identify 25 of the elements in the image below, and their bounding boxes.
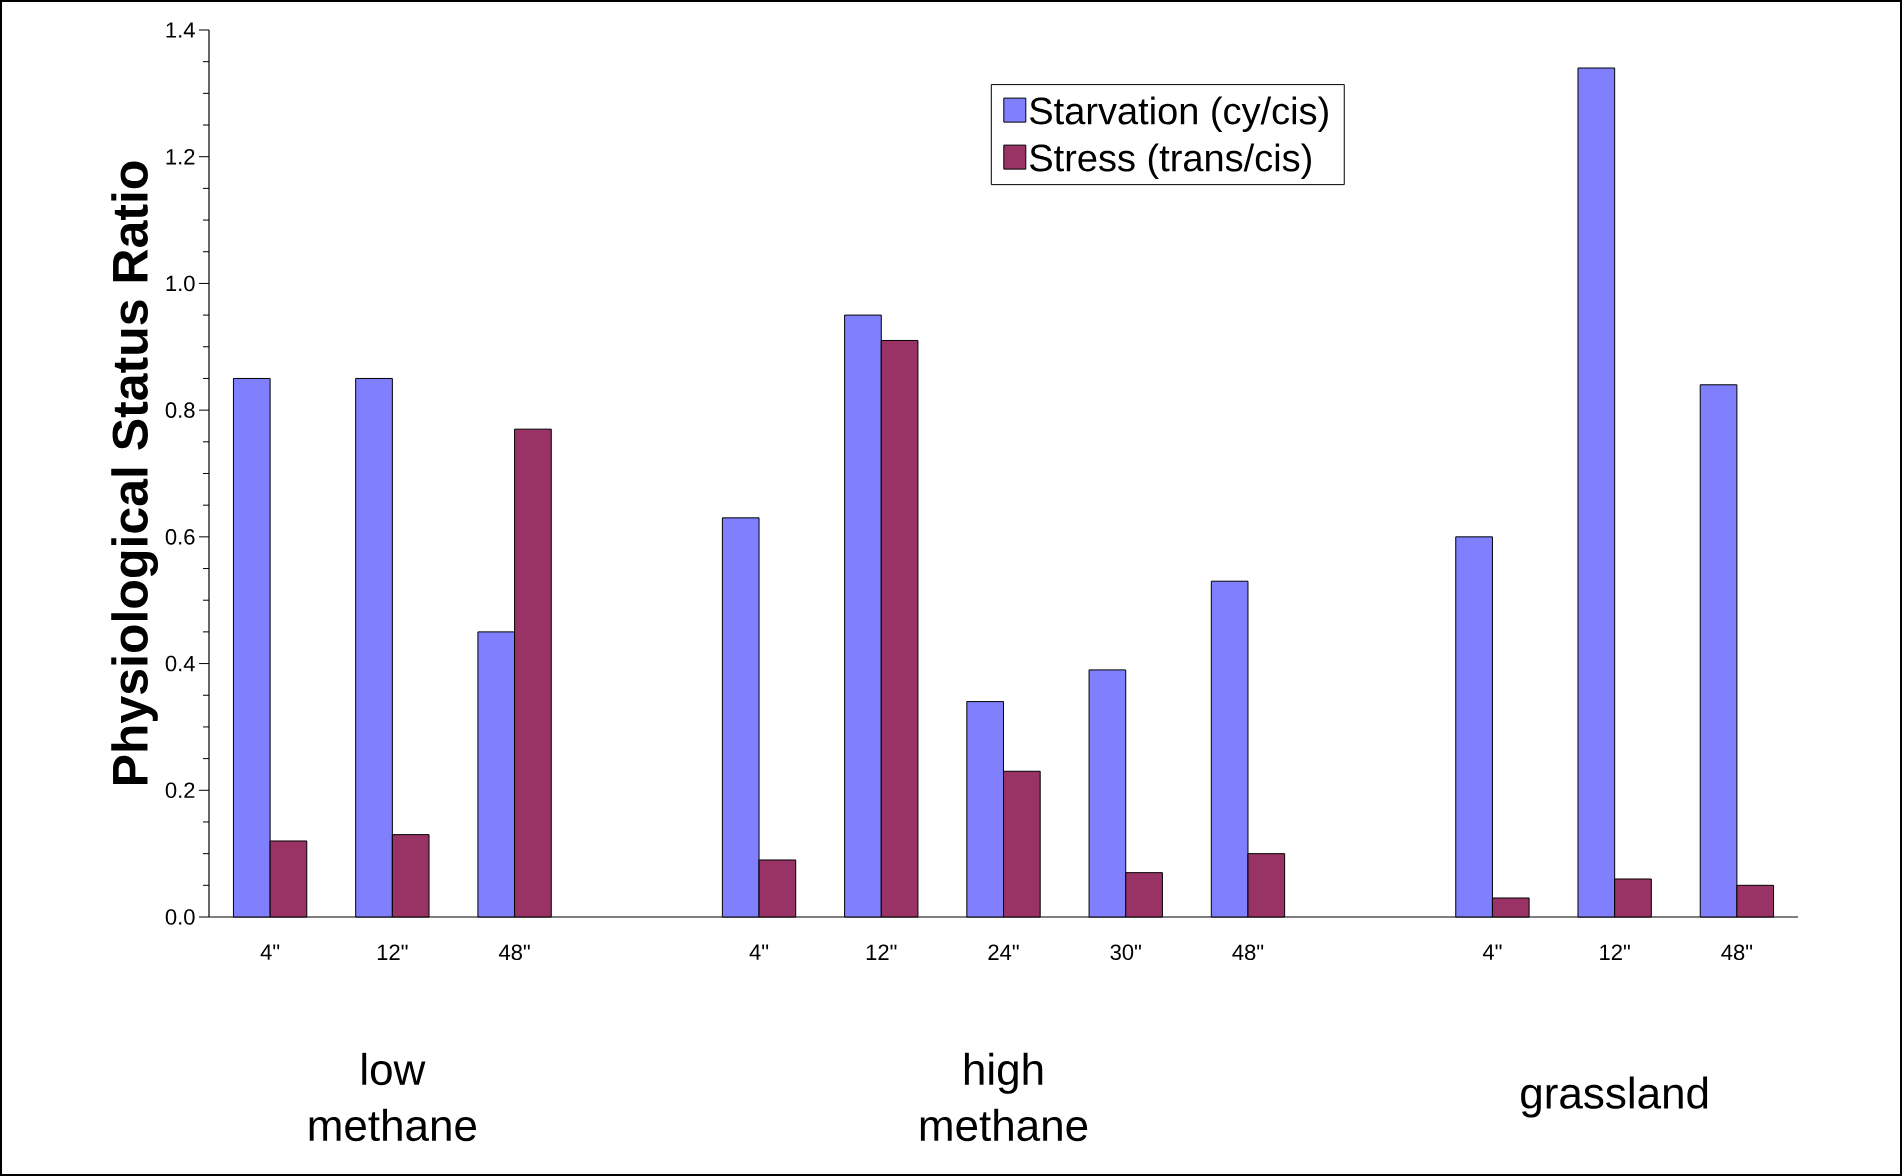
y-tick-label: 0.0 xyxy=(165,909,195,925)
x-tick-label: 12" xyxy=(377,944,408,960)
x-tick-label: 48" xyxy=(1232,944,1264,961)
y-tick-label: 0.4 xyxy=(165,655,195,672)
y-tick-label: 0.6 xyxy=(165,529,195,545)
x-tick-label: 4" xyxy=(749,944,769,960)
legend-label: Stress (trans/cis) xyxy=(1030,143,1311,180)
x-tick-label: 48" xyxy=(498,944,530,961)
y-tick-label: 1.4 xyxy=(166,22,195,38)
x-tick-label: 4" xyxy=(260,944,280,960)
y-tick-label: 1.2 xyxy=(166,149,195,165)
text: low methane xyxy=(309,1052,476,1142)
x-tick-label: 4" xyxy=(1482,944,1502,960)
y-tick-label: 0.8 xyxy=(165,402,195,418)
x-tick-label: 12" xyxy=(1600,944,1630,960)
x-tick-label: 24" xyxy=(988,944,1019,960)
x-tick-label: 30" xyxy=(1110,944,1141,961)
x-tick-label: 12" xyxy=(866,944,897,960)
text: high methane xyxy=(920,1052,1088,1142)
y-tick-label: 1.0 xyxy=(166,275,195,292)
legend-label: Starvation (cy/cis) xyxy=(1030,96,1328,133)
y-axis-title: Physiological Status Ratio xyxy=(111,161,159,785)
text: grassland xyxy=(1521,1076,1708,1118)
x-tick-label: 48" xyxy=(1721,944,1753,961)
y-tick-label: 0.2 xyxy=(165,782,195,799)
